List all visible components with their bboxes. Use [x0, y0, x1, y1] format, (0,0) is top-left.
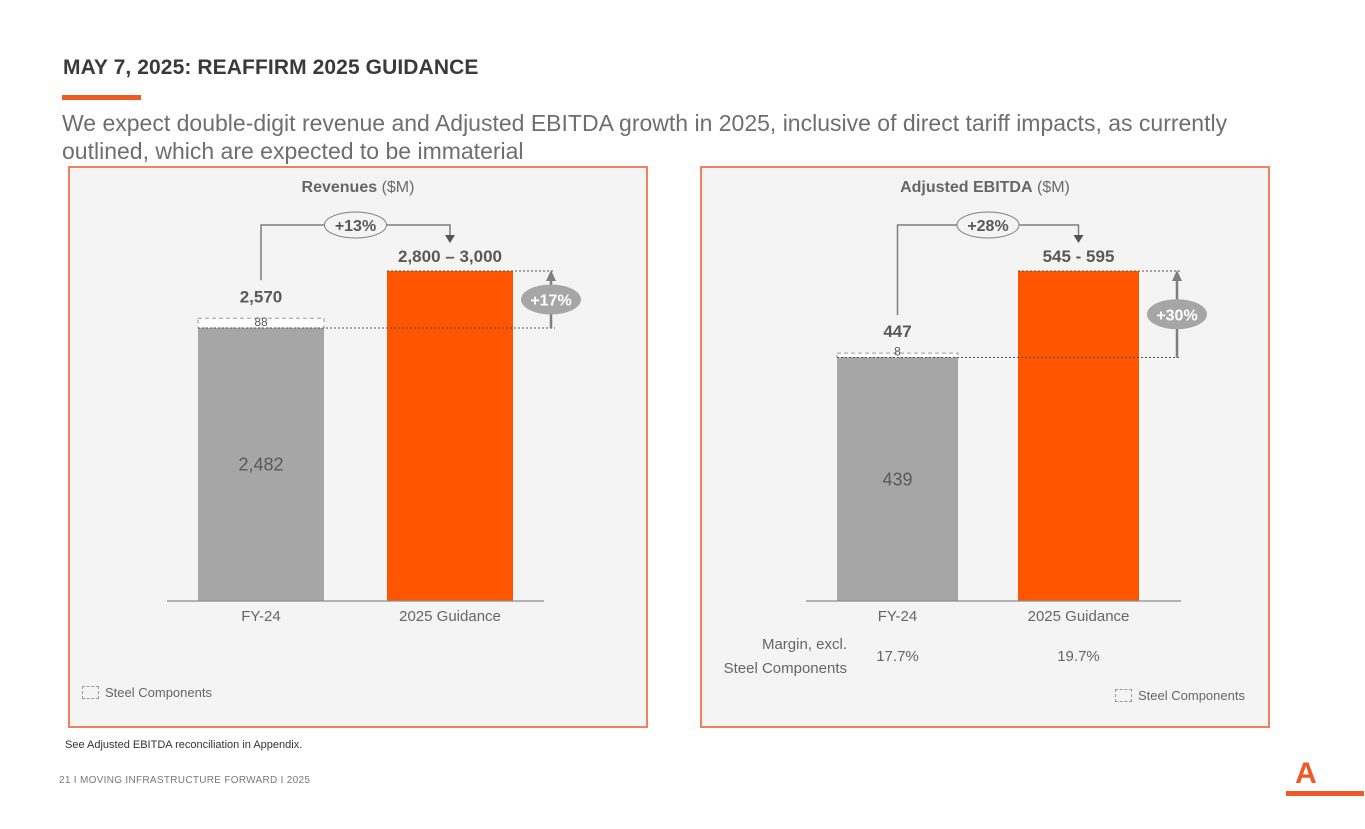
- ebitda-growth-total-label: +28%: [967, 218, 1008, 235]
- revenues-fy24-steel-segment: [197, 317, 325, 329]
- revenues-title-unit: ($M): [381, 179, 415, 196]
- ebitda-legend-label: Steel Components: [1138, 688, 1245, 703]
- steel-components-swatch: [1115, 689, 1132, 702]
- revenues-growth-arrowhead: [546, 270, 556, 281]
- revenues-legend: Steel Components: [82, 685, 212, 700]
- logo-glyph: A: [1295, 757, 1317, 790]
- revenues-bracket-arrowhead: [445, 235, 455, 243]
- ebitda-legend: Steel Components: [1115, 688, 1245, 703]
- ebitda-fy24-total-label: 447: [883, 322, 911, 341]
- company-logo: A: [1286, 757, 1364, 796]
- title-accent-rule: [62, 95, 141, 100]
- revenues-guidance-label: 2,800 – 3,000: [398, 247, 502, 266]
- margin-fy24: 17.7%: [876, 648, 919, 665]
- margin-label-line1: Margin, excl.: [762, 636, 847, 653]
- page-footer: 21 I MOVING INFRASTRUCTURE FORWARD I 202…: [59, 775, 311, 786]
- revenues-title-bold: Revenues: [301, 179, 378, 196]
- ebitda-fy24-base-bar: [837, 357, 958, 601]
- ebitda-chart-title: Adjusted EBITDA ($M): [702, 179, 1268, 197]
- ebitda-title-bold: Adjusted EBITDA: [900, 179, 1033, 196]
- page-subtitle: We expect double-digit revenue and Adjus…: [62, 110, 1228, 164]
- ebitda-growth-excl-label: +30%: [1156, 307, 1197, 324]
- ebitda-panel: Adjusted EBITDA ($M) +30% +28% 447 8 439…: [700, 166, 1270, 728]
- ebitda-chart: +30% +28% 447 8 439 545 - 595 FY-24 2025…: [724, 211, 1207, 677]
- steel-components-swatch: [82, 686, 99, 699]
- revenues-growth-excl-badge: [521, 284, 581, 315]
- revenues-chart: +17% +13% 2,570 88 2,482 2,800 – 3,000 F…: [167, 211, 581, 625]
- ebitda-growth-excl-badge: [1147, 299, 1207, 330]
- margin-guidance: 19.7%: [1057, 648, 1100, 665]
- revenues-guidance-bar: [387, 271, 513, 601]
- ebitda-bracket-arrowhead: [1073, 235, 1084, 243]
- ebitda-fy24-steel-label: 8: [894, 345, 901, 359]
- revenues-category-fy24: FY-24: [241, 608, 280, 625]
- revenues-category-guidance: 2025 Guidance: [399, 608, 501, 625]
- revenues-growth-total-label: +13%: [335, 218, 376, 235]
- ebitda-title-unit: ($M): [1037, 179, 1070, 196]
- revenues-fy24-base-label: 2,482: [238, 454, 283, 474]
- ebitda-fy24-base-label: 439: [882, 469, 912, 489]
- revenues-chart-title: Revenues ($M): [70, 179, 646, 197]
- revenues-legend-label: Steel Components: [105, 685, 212, 700]
- ebitda-category-guidance: 2025 Guidance: [1028, 608, 1130, 625]
- footnote: See Adjusted EBITDA reconciliation in Ap…: [65, 739, 303, 751]
- page-title: MAY 7, 2025: REAFFIRM 2025 GUIDANCE: [63, 56, 479, 79]
- revenues-fy24-base-bar: [198, 327, 324, 601]
- revenues-growth-total-badge: [324, 211, 387, 239]
- ebitda-guidance-label: 545 - 595: [1043, 247, 1115, 266]
- ebitda-growth-arrowhead: [1172, 270, 1182, 281]
- margin-label-line2: Steel Components: [724, 660, 847, 677]
- ebitda-growth-total-badge: [956, 211, 1020, 239]
- revenues-panel: Revenues ($M) +17% +13% 2,570 88 2,482 2…: [68, 166, 648, 728]
- revenues-fy24-steel-label: 88: [254, 315, 268, 329]
- logo-underline: [1286, 791, 1364, 796]
- ebitda-category-fy24: FY-24: [878, 608, 917, 625]
- revenues-fy24-total-label: 2,570: [240, 287, 283, 306]
- ebitda-guidance-bar: [1018, 271, 1139, 601]
- revenues-growth-excl-label: +17%: [530, 292, 571, 309]
